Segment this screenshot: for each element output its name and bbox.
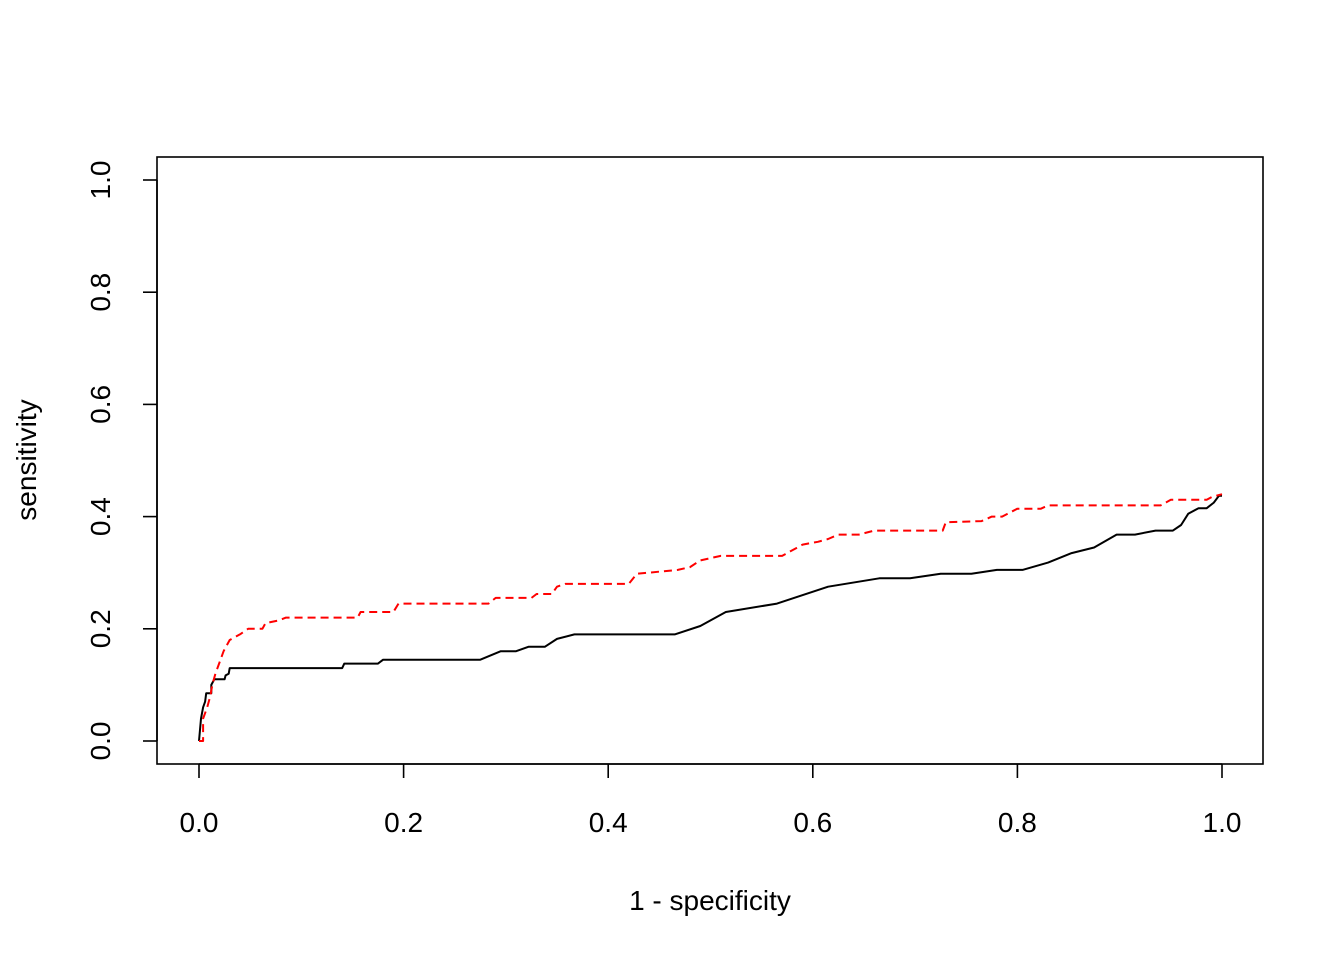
- x-tick-label: 0.8: [998, 807, 1037, 838]
- y-tick-label: 1.0: [85, 161, 116, 200]
- y-tick-label: 0.0: [85, 722, 116, 761]
- y-tick-label: 0.6: [85, 385, 116, 424]
- solid-series-line: [198, 494, 1222, 742]
- series-layer: [198, 493, 1223, 742]
- dashed-series-line: [199, 493, 1223, 742]
- y-axis-label: sensitivity: [11, 399, 42, 520]
- x-tick-label: 0.0: [180, 807, 219, 838]
- y-tick-label: 0.4: [85, 497, 116, 536]
- x-axis: 0.0 0.2 0.4 0.6 0.8 1.0: [180, 763, 1242, 838]
- x-tick-label: 0.2: [384, 807, 423, 838]
- plot-frame: [156, 156, 1264, 765]
- x-tick-label: 1.0: [1203, 807, 1242, 838]
- x-axis-label: 1 - specificity: [629, 885, 791, 916]
- x-tick-label: 0.6: [793, 807, 832, 838]
- x-tick-label: 0.4: [589, 807, 628, 838]
- y-tick-label: 0.8: [85, 273, 116, 312]
- y-axis: 0.0 0.2 0.4 0.6 0.8 1.0: [85, 161, 158, 761]
- y-tick-label: 0.2: [85, 609, 116, 648]
